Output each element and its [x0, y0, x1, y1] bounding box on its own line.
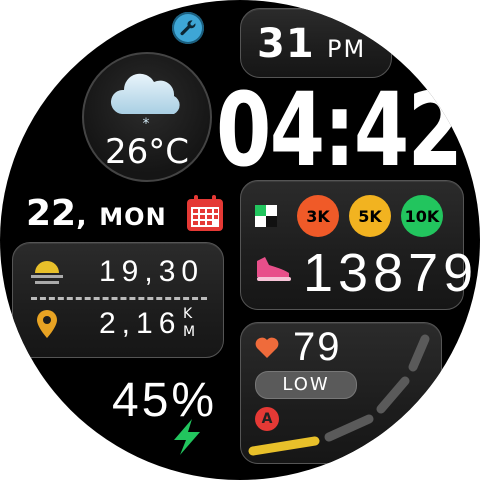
ampm-indicator: PM	[327, 35, 367, 63]
weekday-label: MON	[99, 203, 167, 231]
goal-3k-badge[interactable]: 3K	[297, 195, 339, 237]
goal-5k-badge[interactable]: 5K	[349, 195, 391, 237]
steps-count: 13879	[303, 243, 479, 303]
calendar-icon[interactable]	[185, 193, 225, 233]
steps-panel[interactable]: 3K 5K 10K 13879	[240, 180, 473, 310]
heart-rate-value: 79	[293, 325, 342, 369]
date-day-number: 31	[257, 21, 315, 67]
heart-a-badge: A	[255, 407, 279, 431]
location-pin-icon	[37, 310, 57, 338]
settings-button[interactable]	[172, 12, 204, 44]
day-number: 22	[26, 193, 77, 234]
heart-icon	[255, 337, 279, 358]
charging-bolt-icon	[174, 419, 200, 455]
day-label[interactable]: 22, MON	[26, 194, 167, 237]
heart-zone-badge: LOW	[255, 371, 357, 399]
date-panel[interactable]: 31 PM	[240, 8, 392, 78]
snow-cloud-icon: *	[110, 73, 180, 130]
heart-rate-gauge	[248, 334, 430, 456]
wrench-icon	[180, 20, 196, 36]
checker-flag-icon	[255, 205, 277, 227]
sun-value: 19,30	[99, 255, 205, 288]
panel-divider	[31, 297, 207, 300]
distance-value: 2,16	[99, 307, 182, 340]
battery-percent: 45%	[112, 374, 218, 427]
sun-distance-panel[interactable]: 19,30 2,16 KM	[12, 242, 224, 358]
distance-unit: KM	[183, 306, 196, 340]
sunrise-icon	[31, 261, 63, 284]
day-comma: ,	[76, 199, 87, 232]
heart-rate-panel[interactable]: 79 LOW A	[240, 322, 442, 464]
clock-time: 04:42	[216, 71, 463, 190]
temperature-value: 26°C	[104, 132, 189, 172]
goal-10k-badge[interactable]: 10K	[401, 195, 443, 237]
weather-widget[interactable]: * 26°C	[82, 52, 212, 182]
svg-text:*: *	[143, 116, 150, 130]
shoe-icon	[257, 257, 291, 281]
